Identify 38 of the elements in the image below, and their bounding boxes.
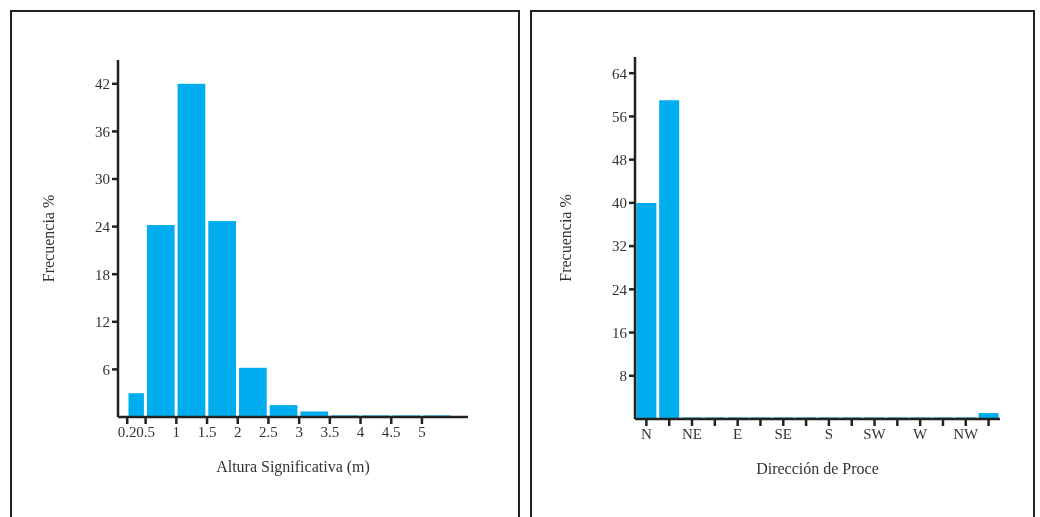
x-tick-label: NW	[953, 425, 980, 442]
x-tick-label: 0.2	[117, 423, 137, 440]
x-tick-label: SW	[863, 425, 887, 442]
x-tick-label: N	[640, 425, 652, 442]
x-tick-label: 4.5	[381, 423, 401, 440]
y-tick-label: 42	[95, 76, 110, 93]
y-tick-label: 32	[612, 238, 627, 255]
x-tick-label: W	[913, 425, 929, 442]
y-tick-label: 24	[612, 281, 628, 298]
x-tick-label: NE	[682, 425, 703, 442]
x-tick-label: 1.5	[197, 423, 217, 440]
y-tick-label: 6	[102, 361, 111, 378]
x-tick-label: 2.5	[259, 423, 278, 440]
x-tick-label: 3.5	[320, 423, 340, 440]
x-tick-label: 3	[295, 423, 303, 440]
y-tick-label: 16	[612, 324, 628, 341]
x-tick-label: E	[733, 425, 743, 442]
x-tick-label: 0.5	[136, 423, 156, 440]
y-tick-label: 18	[95, 266, 110, 283]
y-tick-label: 24	[95, 218, 111, 235]
y-tick-label: 48	[612, 151, 627, 168]
y-tick-label: 56	[612, 108, 628, 125]
y-axis-title: Frecuencia %	[39, 194, 57, 283]
y-tick-label: 30	[95, 171, 110, 188]
x-tick-label: 1	[172, 423, 181, 440]
x-tick-label: 5	[418, 423, 426, 440]
x-axis-title: Dirección de Proce	[756, 460, 879, 477]
x-tick-label: 4	[356, 423, 365, 440]
y-tick-label: 40	[612, 195, 627, 212]
x-tick-label: S	[824, 425, 834, 442]
y-tick-label: 12	[95, 314, 110, 331]
y-tick-label: 36	[95, 123, 111, 140]
y-tick-label: 64	[612, 65, 628, 82]
y-tick-label: 8	[619, 368, 627, 385]
x-tick-label: SE	[774, 425, 793, 442]
y-axis-title: Frecuencia %	[556, 194, 574, 282]
x-axis-title: Altura Significativa (m)	[216, 458, 370, 476]
x-tick-label: 2	[233, 423, 242, 440]
